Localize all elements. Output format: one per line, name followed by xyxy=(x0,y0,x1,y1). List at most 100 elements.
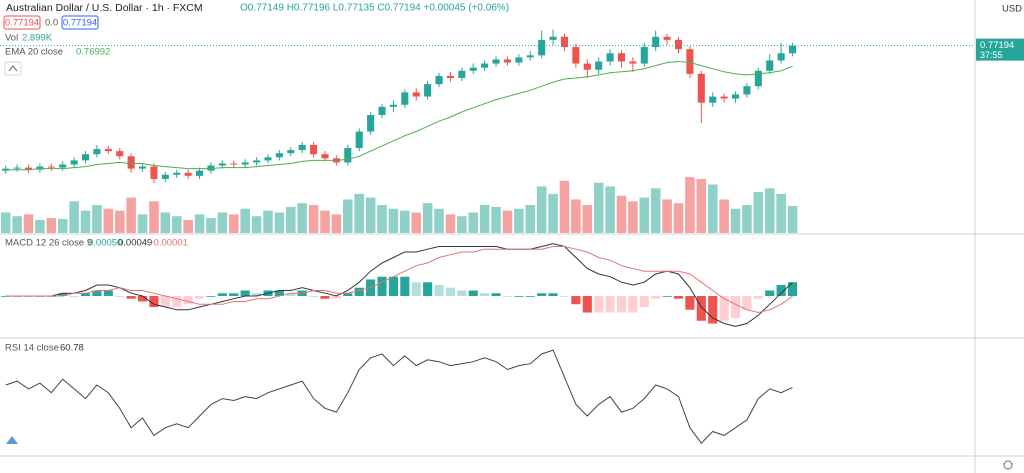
ask-box[interactable] xyxy=(61,15,99,30)
candle-body xyxy=(583,63,591,70)
volume-bar xyxy=(103,208,114,233)
volume-legend: Vol xyxy=(5,33,18,44)
volume-bar xyxy=(160,212,171,233)
candle-body xyxy=(321,154,329,159)
candle-body xyxy=(538,39,546,56)
macd-histogram-bar xyxy=(651,295,661,299)
settings-icon[interactable] xyxy=(1003,460,1013,470)
candle-body xyxy=(446,75,454,78)
volume-bar xyxy=(137,214,148,233)
candle-body xyxy=(424,84,432,97)
macd-histogram-bar xyxy=(616,295,627,313)
macd-histogram-bar xyxy=(787,282,798,296)
volume-bar xyxy=(730,208,741,233)
volume-bar xyxy=(502,210,513,233)
collapse-button[interactable] xyxy=(4,61,22,76)
volume-bar xyxy=(12,216,22,233)
volume-bar xyxy=(536,186,547,233)
countdown: 37:55 xyxy=(980,50,1003,60)
volume-bar xyxy=(35,219,45,233)
macd-histogram-bar xyxy=(594,295,604,313)
volume-bar xyxy=(719,199,729,233)
marks xyxy=(0,29,975,444)
candle-body xyxy=(139,166,147,169)
volume-bar xyxy=(126,197,136,233)
volume-bar xyxy=(194,214,205,233)
candle-body xyxy=(150,166,158,179)
candle-body xyxy=(549,36,557,40)
macd-histogram-bar xyxy=(309,295,319,297)
macd-histogram-bar xyxy=(58,293,68,296)
candle-body xyxy=(104,149,112,152)
candle-body xyxy=(458,70,466,78)
ohlc: O0.77149 H0.77196 L0.77135 C0.77194 +0.0… xyxy=(240,3,509,14)
volume-bar xyxy=(331,214,342,233)
candle-body xyxy=(378,106,386,116)
volume-bar xyxy=(400,210,410,233)
candle-body xyxy=(617,53,626,62)
candle-body xyxy=(93,149,101,155)
volume-bar xyxy=(343,199,353,233)
candle-body xyxy=(412,92,420,97)
volume-bar xyxy=(183,219,193,233)
macd-histogram-bar xyxy=(411,282,421,296)
symbol: Australian Dollar / U.S. Dollar · 1h · F… xyxy=(6,2,203,14)
volume-bar xyxy=(0,212,11,233)
volume-bar xyxy=(753,191,764,233)
macd-histogram-bar xyxy=(160,295,170,308)
volume-bar xyxy=(696,178,707,233)
macd-histogram-bar xyxy=(80,293,91,296)
candle-body xyxy=(595,61,603,70)
macd-histogram-bar xyxy=(719,295,729,321)
candle-body xyxy=(572,47,580,64)
macd-histogram-bar xyxy=(457,290,467,296)
volume-legend-value: 2.899K xyxy=(22,33,53,44)
volume-bar xyxy=(263,210,273,233)
volume-bar xyxy=(685,177,695,233)
volume-bar xyxy=(582,205,593,233)
macd-histogram-bar xyxy=(491,293,501,296)
volume-bar xyxy=(559,180,570,233)
candle-body xyxy=(298,144,306,151)
macd-histogram-bar xyxy=(229,293,239,296)
macd-histogram-bar xyxy=(274,290,284,296)
volume-bar xyxy=(171,216,182,233)
volume-bar xyxy=(662,199,672,233)
macd-histogram-bar xyxy=(183,295,193,305)
volume-bar xyxy=(274,212,285,233)
candle-body xyxy=(686,49,694,74)
candle-body xyxy=(435,75,443,85)
candle-body xyxy=(24,167,33,170)
volume-bar xyxy=(776,193,786,233)
volume-bar xyxy=(468,212,479,233)
volume-bar xyxy=(149,201,159,233)
candle-body xyxy=(743,86,751,95)
macd-histogram-bar xyxy=(69,295,79,297)
macd-histogram-bar xyxy=(753,295,763,299)
candle-body xyxy=(241,162,249,165)
volume-bar xyxy=(217,212,228,233)
macd-histogram-bar xyxy=(502,295,513,297)
candle-body xyxy=(720,96,728,99)
bid-box[interactable] xyxy=(3,15,41,30)
candle-body xyxy=(481,63,489,68)
volume-bar xyxy=(514,208,524,233)
macd-histogram-bar xyxy=(696,295,706,321)
candle-body xyxy=(275,153,283,158)
macd-histogram-bar xyxy=(628,295,638,313)
macd-histogram-bar xyxy=(730,295,741,319)
volume-bar xyxy=(707,184,718,233)
volume-bar xyxy=(434,208,444,233)
macd-histogram-bar xyxy=(582,295,592,313)
macd-histogram-bar xyxy=(286,293,296,296)
volume-bar xyxy=(308,205,319,233)
macd-histogram-bar xyxy=(343,293,353,296)
macd-histogram-bar xyxy=(548,293,558,296)
candle-body xyxy=(515,57,523,63)
candle-body xyxy=(127,156,135,169)
volume-bar xyxy=(377,205,387,233)
volume-bar xyxy=(297,203,307,233)
candle-body xyxy=(389,104,397,107)
macd-histogram-bar xyxy=(571,295,581,305)
